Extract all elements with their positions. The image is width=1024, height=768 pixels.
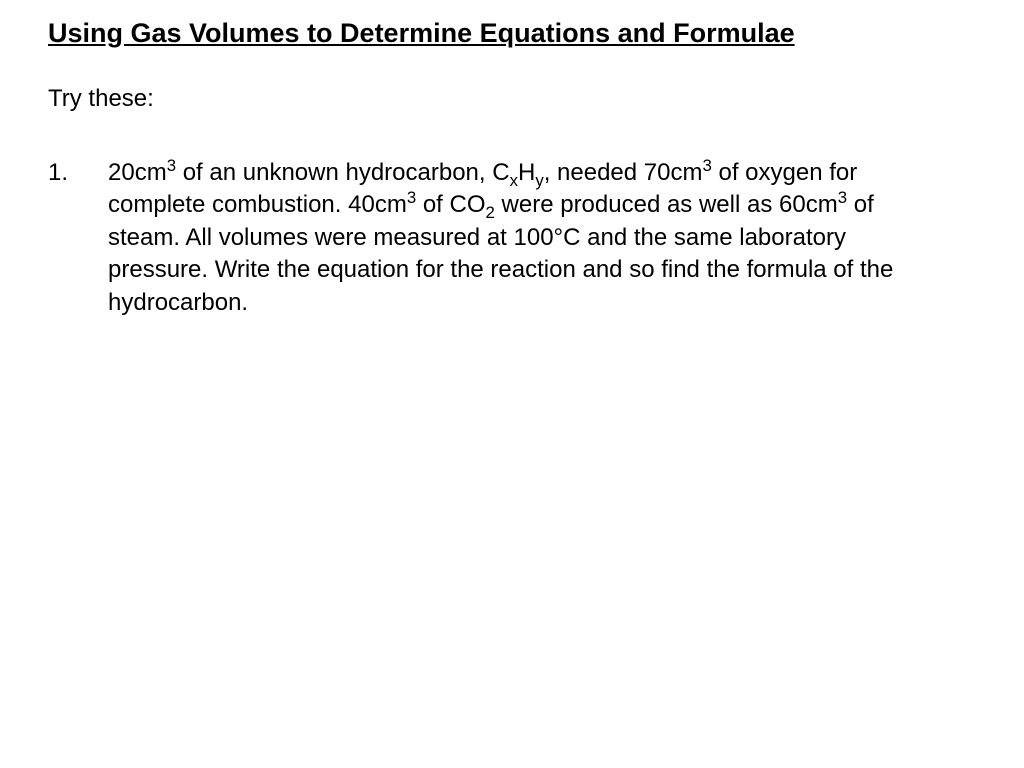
text-segment: of CO [416,191,485,218]
superscript: 3 [838,188,847,207]
text-segment: of an unknown hydrocarbon, C [176,159,510,186]
intro-text: Try these: [48,85,976,113]
subscript: x [510,171,518,190]
question-number: 1. [48,157,108,319]
text-segment: were produced as well as 60cm [495,191,838,218]
text-segment: H [518,159,535,186]
question-item: 1.20cm3 of an unknown hydrocarbon, CxHy,… [48,157,976,319]
subscript: y [535,171,543,190]
text-segment: 20cm [108,159,167,186]
question-list: 1.20cm3 of an unknown hydrocarbon, CxHy,… [48,157,976,319]
question-body: 20cm3 of an unknown hydrocarbon, CxHy, n… [108,157,976,319]
superscript: 3 [702,156,711,175]
page-title: Using Gas Volumes to Determine Equations… [48,18,976,49]
subscript: 2 [486,203,495,222]
text-segment: , needed 70cm [544,159,703,186]
superscript: 3 [407,188,416,207]
superscript: 3 [167,156,176,175]
